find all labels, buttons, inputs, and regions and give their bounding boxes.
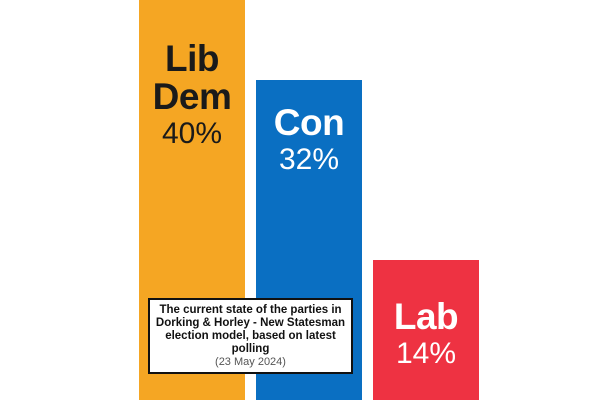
caption-date: (23 May 2024): [215, 356, 286, 368]
bar-value-0: 40%: [161, 117, 223, 150]
bar-label-1: Con: [273, 102, 345, 143]
bar-label-2: Lab: [393, 296, 459, 337]
chart-caption: The current state of the parties in Dork…: [148, 298, 353, 374]
caption-text: The current state of the parties in Dork…: [155, 304, 346, 355]
bar-value-2: 14%: [395, 337, 457, 370]
bar-2: [373, 260, 479, 400]
bar-label-0: Lib Dem: [152, 38, 232, 117]
bar-value-1: 32%: [278, 143, 340, 176]
